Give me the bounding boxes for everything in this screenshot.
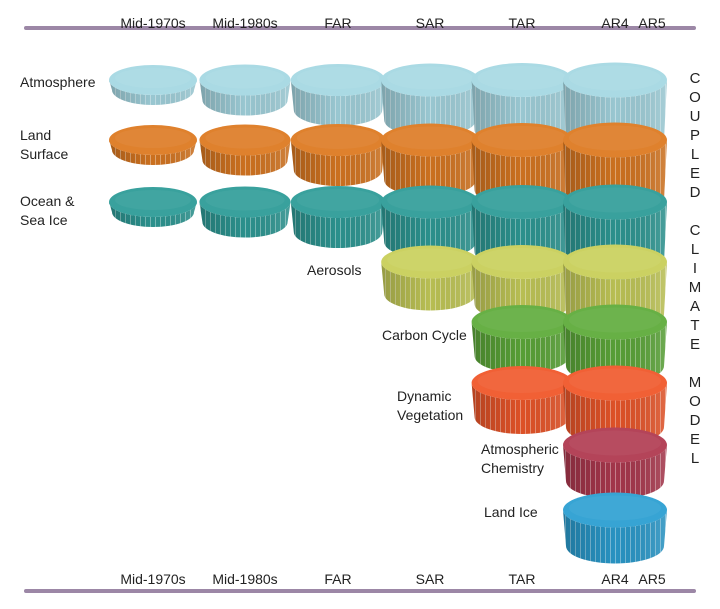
- top-era-label: SAR: [415, 15, 445, 31]
- component-label-line: Atmosphere: [20, 74, 96, 90]
- side-title-letter: P: [689, 127, 700, 144]
- component-label: Aerosols: [307, 261, 361, 280]
- side-title-letter: E: [689, 165, 700, 182]
- side-title-letter: E: [689, 336, 700, 353]
- side-title-letter: A: [689, 298, 700, 315]
- side-title-letter: D: [689, 184, 701, 201]
- cylinder-land-surface-mid-1970s: [109, 125, 197, 165]
- cylinder-dynamic-vegetation-tar: [471, 366, 573, 434]
- side-title-letter: L: [690, 146, 700, 163]
- cylinder-atmosphere-far: [290, 64, 386, 127]
- side-title-letter: I: [692, 260, 698, 277]
- cylinder-atmosphere-mid-1980s: [199, 64, 291, 116]
- top-era-label: TAR: [508, 15, 536, 31]
- bottom-era-label: TAR: [508, 571, 536, 587]
- cylinder-land-surface-sar: [381, 123, 479, 197]
- side-title-letter: M: [688, 374, 702, 391]
- cylinder-carbon-cycle-tar: [471, 305, 573, 373]
- side-title-letter: C: [689, 222, 701, 239]
- top-era-label: AR5: [638, 15, 666, 31]
- component-label: Carbon Cycle: [382, 326, 467, 345]
- component-label-line: Surface: [20, 146, 69, 162]
- side-title-letter: L: [690, 241, 700, 258]
- side-title-letter: O: [689, 393, 701, 410]
- side-title-letter: L: [690, 450, 700, 467]
- component-label-line: Carbon Cycle: [382, 327, 467, 343]
- component-label: Atmosphere: [20, 73, 95, 92]
- cylinder-aerosols-sar: [381, 245, 479, 311]
- component-label: Land Ice: [484, 503, 538, 522]
- side-title-letter: T: [690, 317, 700, 334]
- side-title-letter: E: [689, 431, 700, 448]
- bottom-era-label: Mid-1980s: [212, 571, 278, 587]
- component-label: Land Surface: [20, 126, 68, 164]
- cylinder-ocean-sea-ice-mid-1980s: [199, 186, 291, 238]
- cylinder-dynamic-vegetation-ar4: [563, 365, 667, 445]
- bottom-era-label: FAR: [324, 571, 352, 587]
- side-title-letter: M: [688, 279, 702, 296]
- component-label: Atmospheric Chemistry: [481, 440, 559, 478]
- component-label-line: Land: [20, 127, 52, 143]
- cylinder-atmospheric-chemistry-ar4: [563, 427, 667, 499]
- component-label-line: Sea Ice: [20, 212, 68, 228]
- top-era-label: FAR: [324, 15, 352, 31]
- cylinder-land-surface-far: [290, 124, 386, 186]
- side-title-letter: D: [689, 412, 701, 429]
- cylinder-ocean-sea-ice-far: [290, 186, 386, 248]
- bottom-era-label: Mid-1970s: [120, 571, 186, 587]
- bottom-era-label: AR5: [638, 571, 666, 587]
- cylinder-aerosols-tar: [471, 245, 573, 321]
- component-label-line: Chemistry: [481, 460, 545, 476]
- side-title-letter: O: [689, 89, 701, 106]
- component-label-line: Aerosols: [307, 262, 362, 278]
- cylinder-ocean-sea-ice-sar: [381, 185, 479, 259]
- cylinder-land-ice-ar4: [563, 492, 667, 564]
- component-label: Ocean & Sea Ice: [20, 192, 74, 230]
- component-label: Dynamic Vegetation: [397, 387, 463, 425]
- component-label-line: Atmospheric: [481, 441, 559, 457]
- top-rule: [24, 26, 696, 30]
- cylinder-atmosphere-mid-1970s: [109, 65, 197, 105]
- component-label-line: Land Ice: [484, 504, 538, 520]
- bottom-era-label: AR4: [601, 571, 629, 587]
- side-title-letter: U: [689, 108, 701, 125]
- bottom-era-label: SAR: [415, 571, 445, 587]
- cylinder-ocean-sea-ice-mid-1970s: [109, 187, 197, 227]
- component-label-line: Dynamic: [397, 388, 452, 404]
- top-era-label: Mid-1980s: [212, 15, 278, 31]
- bottom-rule: [24, 589, 696, 593]
- top-era-label: AR4: [601, 15, 629, 31]
- top-era-label: Mid-1970s: [120, 15, 186, 31]
- side-title-letter: C: [689, 70, 701, 87]
- component-label-line: Vegetation: [397, 407, 464, 423]
- component-label-line: Ocean &: [20, 193, 75, 209]
- cylinder-atmosphere-sar: [381, 63, 479, 137]
- cylinder-land-surface-mid-1980s: [199, 124, 291, 176]
